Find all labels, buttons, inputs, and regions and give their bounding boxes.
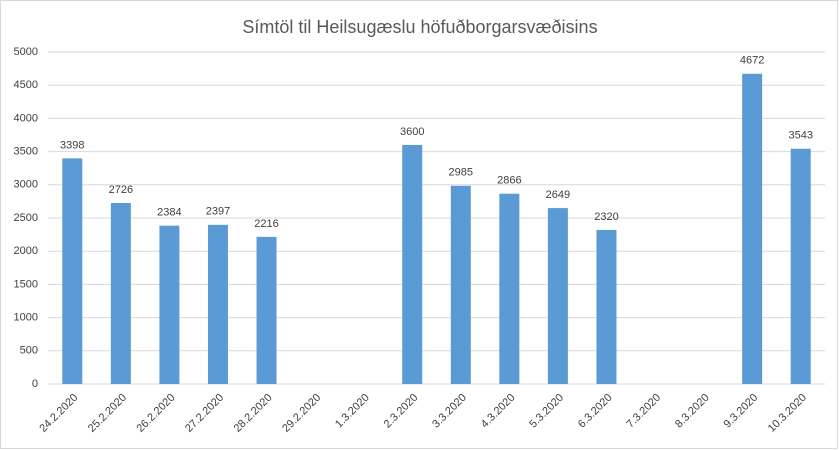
bar: [596, 229, 617, 384]
data-label: 2985: [449, 167, 473, 179]
bar: [742, 73, 763, 384]
data-label: 2216: [254, 218, 278, 230]
y-tick-label: 2000: [14, 245, 38, 257]
data-label: 4672: [740, 55, 764, 67]
bar: [207, 224, 228, 384]
data-label: 3398: [60, 139, 84, 151]
bar: [110, 202, 131, 384]
bar: [547, 208, 568, 384]
y-tick-label: 0: [32, 378, 38, 390]
chart-title: Símtöl til Heilsugæslu höfuðborgarsvæðis…: [242, 17, 597, 37]
y-tick-label: 1000: [14, 312, 38, 324]
y-tick-label: 3000: [14, 179, 38, 191]
bar: [790, 148, 811, 384]
y-tick-label: 3500: [14, 146, 38, 158]
data-label: 2397: [206, 206, 230, 218]
y-tick-label: 1500: [14, 278, 38, 290]
data-label: 2320: [594, 211, 618, 223]
bar: [62, 158, 83, 384]
y-tick-label: 500: [20, 345, 38, 357]
y-tick-label: 2500: [14, 212, 38, 224]
data-label: 2726: [109, 184, 133, 196]
data-label: 2384: [157, 207, 181, 219]
bar: [402, 144, 423, 384]
bar: [450, 185, 471, 384]
data-label: 2649: [546, 189, 570, 201]
bar: [256, 236, 277, 384]
y-tick-label: 4000: [14, 112, 38, 124]
bar: [499, 193, 520, 384]
y-tick-label: 4500: [14, 79, 38, 91]
data-label: 3543: [788, 130, 812, 142]
y-tick-label: 5000: [14, 46, 38, 58]
bar: [159, 225, 180, 384]
data-label: 3600: [400, 126, 424, 138]
data-label: 2866: [497, 175, 521, 187]
